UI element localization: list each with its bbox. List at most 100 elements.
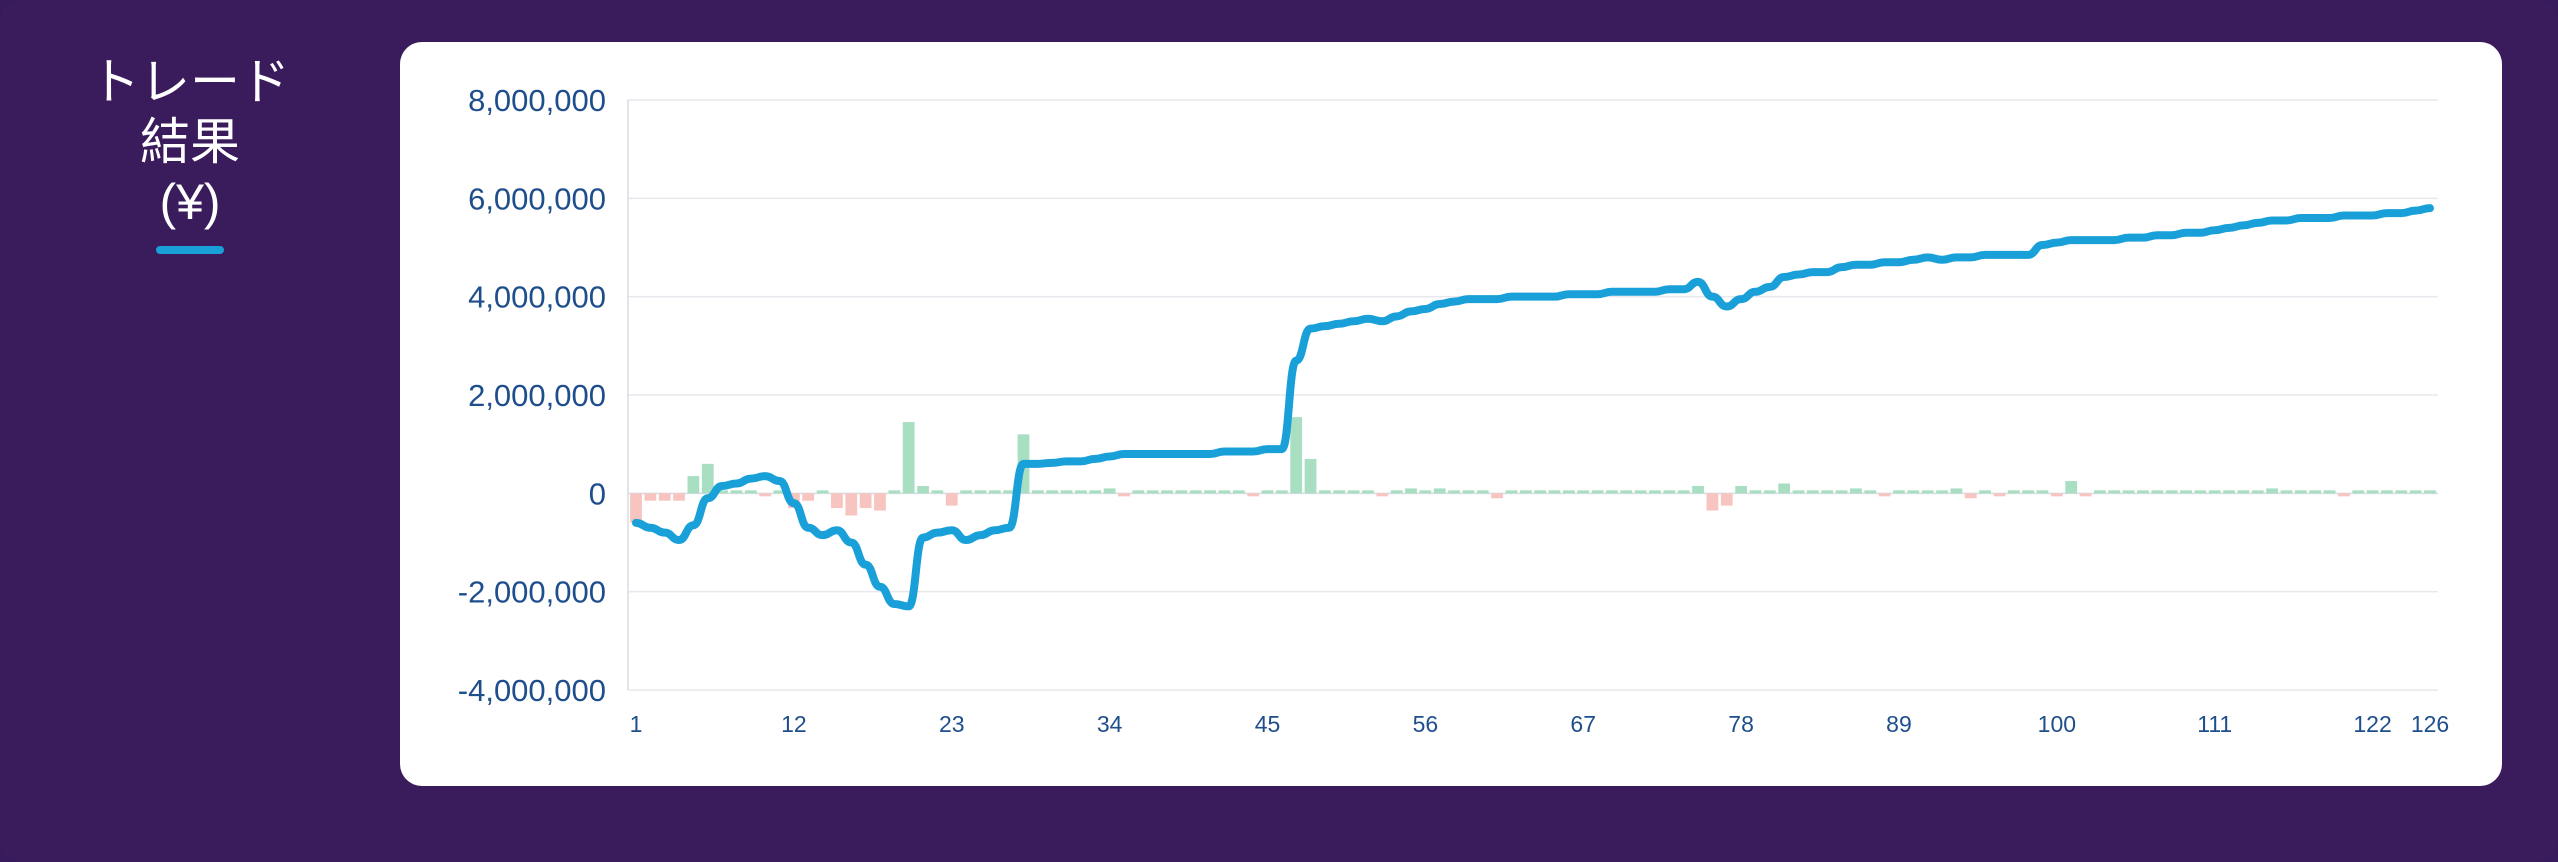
bar <box>673 493 685 501</box>
grid-layer <box>627 99 2438 691</box>
bar <box>888 490 901 494</box>
bar <box>687 476 700 494</box>
bar <box>1936 490 1948 494</box>
bar <box>1878 493 1891 497</box>
bar <box>816 490 829 494</box>
x-tick-label: 56 <box>1413 711 1439 737</box>
bar <box>1706 493 1719 511</box>
bar <box>1247 493 1260 497</box>
bar <box>1376 493 1389 497</box>
bar <box>2338 493 2350 497</box>
bar <box>1921 490 1934 494</box>
x-tick-label: 100 <box>2038 711 2076 737</box>
bar <box>701 463 714 494</box>
bar <box>2180 490 2192 494</box>
series-line <box>632 204 2434 611</box>
x-tick-label: 67 <box>1570 711 1596 737</box>
bar <box>1821 490 1834 494</box>
bar <box>1362 490 1374 494</box>
bar <box>960 490 972 494</box>
bar <box>1864 490 1877 494</box>
y-tick-label: 2,000,000 <box>468 378 606 413</box>
bar <box>2079 493 2092 497</box>
bar <box>2323 490 2336 494</box>
bar <box>1103 488 1116 494</box>
bar <box>831 493 843 509</box>
bar <box>1850 488 1862 494</box>
bar <box>988 490 1001 494</box>
bar <box>2165 490 2178 494</box>
bar <box>2352 490 2365 494</box>
bar <box>1505 490 1518 494</box>
bar <box>2409 490 2422 494</box>
bar <box>1519 490 1532 494</box>
bar <box>1390 490 1403 494</box>
bar <box>658 493 671 501</box>
line-series <box>632 204 2434 611</box>
x-tick-label: 122 <box>2353 711 2391 737</box>
bar <box>2137 490 2149 494</box>
bar <box>1692 485 1704 494</box>
x-tick-label: 23 <box>939 711 965 737</box>
bar <box>2094 490 2106 494</box>
bar <box>1060 490 1073 494</box>
bar <box>1118 493 1130 497</box>
bar <box>2424 490 2436 494</box>
bar <box>773 490 786 494</box>
bar <box>759 493 772 497</box>
bar <box>1419 490 1432 494</box>
x-tick-label: 1 <box>630 711 643 737</box>
x-tick-label: 126 <box>2411 711 2449 737</box>
bar <box>1907 490 1920 494</box>
x-tick-label: 45 <box>1255 711 1281 737</box>
y-axis: -4,000,000 -2,000,000 0 2,000,000 4,000,000 6… <box>458 83 606 708</box>
bar <box>1964 493 1977 499</box>
bar <box>2007 490 2020 494</box>
bar <box>1778 483 1791 494</box>
bar <box>974 490 987 494</box>
bar <box>1189 490 1202 494</box>
bar <box>2266 488 2279 494</box>
bar <box>1835 490 1848 494</box>
bar <box>1534 490 1547 494</box>
bar <box>1462 490 1475 494</box>
bar <box>1491 493 1504 499</box>
bar <box>1232 490 1245 494</box>
bar <box>1075 490 1087 494</box>
bar <box>859 493 872 509</box>
bar <box>2050 493 2063 497</box>
bar <box>1290 417 1303 494</box>
bar <box>1146 490 1159 494</box>
bar <box>730 490 743 494</box>
bar <box>1562 490 1575 494</box>
y-tick-label: 0 <box>589 476 606 511</box>
bar <box>1261 490 1274 494</box>
bar <box>1304 458 1317 494</box>
bar <box>802 493 815 501</box>
bar <box>1319 490 1331 494</box>
bar <box>1792 490 1805 494</box>
bar <box>1548 490 1561 494</box>
legend-swatch <box>156 246 224 254</box>
bar <box>2036 490 2049 494</box>
bar <box>1763 490 1776 494</box>
bar <box>644 493 657 501</box>
bar <box>1089 490 1102 494</box>
bar <box>1031 490 1044 494</box>
bar <box>2366 490 2379 494</box>
bar <box>1347 490 1360 494</box>
y-tick-label: 8,000,000 <box>468 83 606 118</box>
bar <box>1577 490 1590 494</box>
bar <box>2065 481 2078 494</box>
x-axis: 1 12 23 34 45 56 67 78 89 100 111 122 126 <box>630 711 2450 737</box>
bar <box>2151 490 2164 494</box>
bar <box>2251 490 2264 494</box>
bar <box>1218 490 1231 494</box>
bar <box>2122 490 2135 494</box>
bar <box>1405 488 1417 494</box>
x-tick-label: 34 <box>1097 711 1123 737</box>
bar <box>1003 490 1016 494</box>
y-tick-label: 6,000,000 <box>468 181 606 216</box>
x-tick-label: 78 <box>1728 711 1754 737</box>
bar <box>1634 490 1647 494</box>
